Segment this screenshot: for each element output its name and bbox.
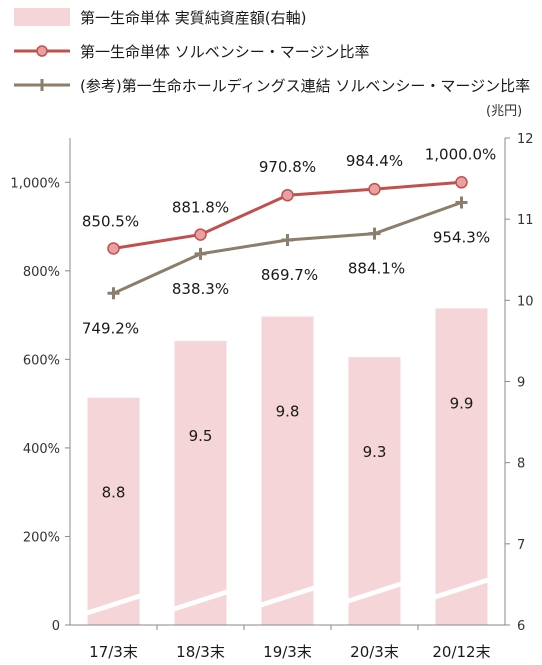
x-tick-label-4: 20/12末 [432, 643, 490, 661]
bar-label-2: 9.8 [276, 403, 300, 421]
legend-line-swatch-circle [14, 42, 70, 60]
legend-label-sm-single: 第一生命単体 ソルベンシー・マージン比率 [80, 42, 370, 61]
bar-break-4 [433, 577, 490, 600]
legend-item-bar: 第一生命単体 実質純資産額(右軸) [14, 4, 306, 30]
bar-3 [348, 357, 401, 625]
legend-bar-swatch [14, 8, 70, 26]
series-0-label-1: 881.8% [172, 199, 229, 217]
left-tick-label-0: 0 [52, 619, 60, 634]
left-tick-label-3: 600% [23, 353, 60, 368]
legend-line-swatch-plus [14, 76, 70, 94]
series-0-point-2 [281, 188, 294, 202]
series-1-label-0: 749.2% [82, 319, 139, 337]
series-1-point-1 [194, 247, 207, 260]
bar-label-1: 9.5 [189, 427, 213, 445]
series-1-label-4: 954.3% [433, 229, 490, 247]
x-tick-label-2: 19/3末 [263, 643, 312, 661]
right-axis-unit: (兆円) [486, 104, 523, 119]
bar-4 [435, 308, 488, 625]
series-1-label-2: 869.7% [261, 266, 318, 284]
series-0-label-4: 1,000.0% [425, 145, 497, 163]
bar-0 [87, 397, 140, 625]
legend-label-bar: 第一生命単体 実質純資産額(右軸) [80, 8, 307, 27]
bar-2 [261, 316, 314, 625]
right-tick-label-4: 10 [517, 294, 534, 309]
legend-item-sm-single: 第一生命単体 ソルベンシー・マージン比率 [14, 38, 369, 64]
series-0-label-2: 970.8% [259, 158, 316, 176]
right-tick-label-5: 11 [517, 213, 534, 228]
x-tick-label-1: 18/3末 [176, 643, 225, 661]
series-1-label-3: 884.1% [348, 260, 405, 278]
series-0-point-4 [455, 176, 468, 189]
right-tick-label-1: 7 [517, 538, 525, 553]
series-1-point-3 [368, 227, 381, 240]
series-1-label-1: 838.3% [172, 280, 229, 298]
series-1-point-4 [455, 196, 468, 209]
left-tick-label-5: 1,000% [10, 176, 60, 191]
series-0-point-0 [107, 242, 120, 255]
bar-1 [174, 340, 227, 625]
bar-label-4: 9.9 [450, 394, 474, 412]
legend-label-sm-consolidated: (参考)第一生命ホールディングス連結 ソルベンシー・マージン比率 [80, 76, 531, 95]
right-tick-label-3: 9 [517, 376, 525, 391]
bar-break-2 [259, 585, 316, 608]
legend-item-sm-consolidated: (参考)第一生命ホールディングス連結 ソルベンシー・マージン比率 [14, 72, 530, 98]
series-0-label-3: 984.4% [346, 152, 403, 170]
series-1-point-2 [281, 233, 294, 246]
x-tick-label-3: 20/3末 [350, 643, 399, 661]
bar-break-3 [346, 581, 403, 604]
left-tick-label-1: 200% [23, 530, 60, 545]
series-0-point-3 [368, 182, 381, 196]
bar-label-0: 8.8 [102, 484, 126, 502]
x-tick-label-0: 17/3末 [89, 643, 138, 661]
right-tick-label-6: 12 [517, 132, 534, 147]
series-1-point-0 [107, 287, 120, 300]
series-0-label-0: 850.5% [82, 212, 139, 230]
bar-label-3: 9.3 [363, 443, 387, 461]
right-tick-label-2: 8 [517, 457, 525, 472]
series-0-point-1 [194, 228, 207, 241]
bar-break-1 [172, 589, 229, 612]
left-tick-label-2: 400% [23, 442, 60, 457]
bar-break-0 [85, 593, 142, 616]
left-tick-label-4: 800% [23, 265, 60, 280]
right-tick-label-0: 6 [517, 619, 525, 634]
